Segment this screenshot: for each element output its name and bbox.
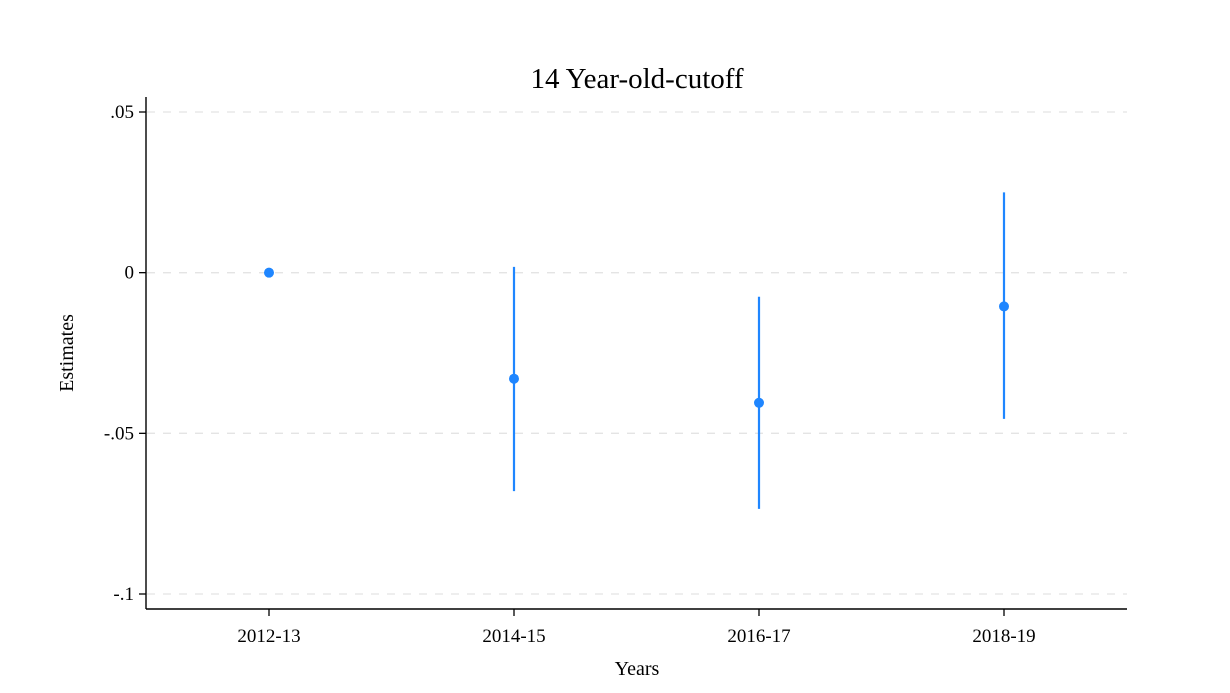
y-tick-label: -.1 — [113, 584, 134, 605]
x-tick-label: 2018-19 — [972, 626, 1035, 647]
estimate-point — [999, 301, 1009, 312]
estimate-point — [264, 267, 274, 278]
estimate-point — [754, 397, 764, 408]
x-tick-label: 2016-17 — [727, 626, 790, 647]
y-tick-label: .05 — [110, 102, 134, 123]
y-tick-label: -.05 — [104, 423, 134, 444]
y-tick-label: 0 — [125, 263, 135, 284]
chart-title: 14 Year-old-cutoff — [530, 63, 743, 95]
y-axis-ticks: .05 0 -.05 -.1 — [104, 102, 146, 605]
grid-lines — [147, 111, 1127, 595]
x-tick-label: 2012-13 — [237, 626, 300, 647]
estimate-point — [509, 373, 519, 384]
x-tick-label: 2014-15 — [482, 626, 545, 647]
estimate-points — [264, 267, 1009, 408]
y-axis-title: Estimates — [56, 314, 78, 392]
x-axis-title: Years — [615, 658, 660, 680]
x-axis-ticks: 2012-13 2014-15 2016-17 2018-19 — [237, 609, 1036, 647]
